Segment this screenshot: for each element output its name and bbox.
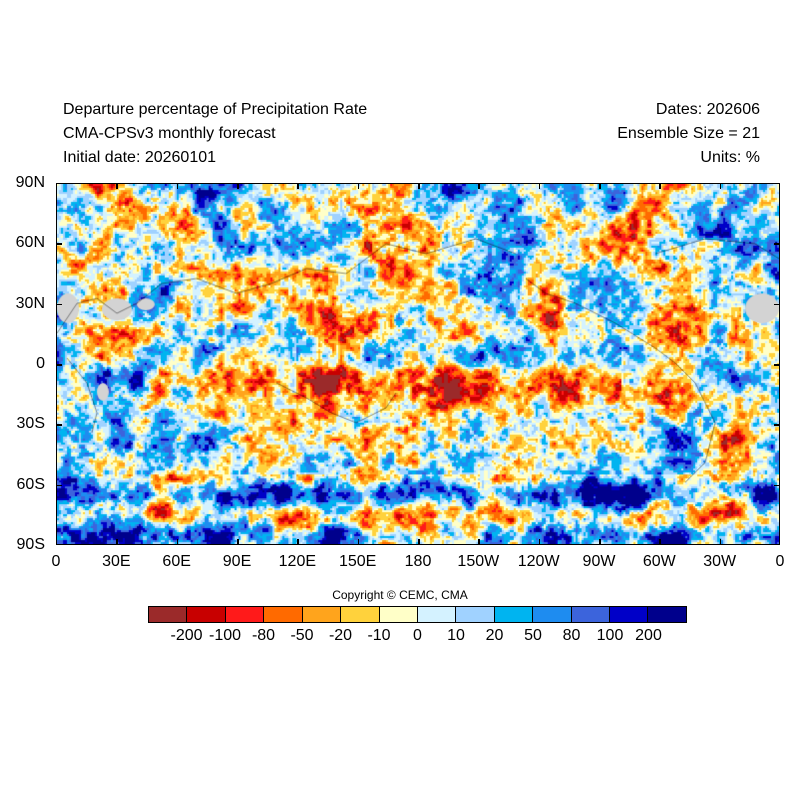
- lon-label: 150E: [338, 553, 377, 570]
- title-block-right: Dates: 202606 Ensemble Size = 21 Units: …: [617, 98, 760, 170]
- map-title: Departure percentage of Precipitation Ra…: [63, 101, 368, 118]
- lat-label: 30N: [15, 294, 45, 312]
- ensemble-size: Ensemble Size = 21: [617, 125, 760, 142]
- colorbar-swatch: [225, 607, 265, 622]
- lon-label: 60W: [642, 553, 676, 570]
- colorbar-swatch: [417, 607, 457, 622]
- lon-label: 180: [404, 553, 432, 570]
- lat-tick: [56, 243, 62, 245]
- model-name: CMA-CPSv3 monthly forecast: [63, 125, 276, 142]
- lat-label: 60N: [15, 234, 45, 252]
- lon-tick: [237, 539, 239, 545]
- lon-tick: [538, 539, 541, 545]
- lon-tick: [237, 183, 239, 189]
- lon-label: 0: [775, 553, 785, 570]
- lat-label: 0: [36, 355, 45, 372]
- colorbar-swatch: [264, 607, 303, 622]
- colorbar-label: -200: [170, 627, 203, 644]
- lon-tick: [116, 183, 118, 189]
- lon-tick: [599, 539, 601, 545]
- lat-label: 90S: [16, 536, 45, 553]
- lon-tick: [478, 539, 480, 545]
- lon-label: 0: [51, 553, 61, 570]
- lat-tick: [774, 424, 780, 426]
- title-block-left: Departure percentage of Precipitation Ra…: [63, 98, 367, 170]
- lon-label: 90W: [582, 553, 616, 570]
- colorbar-label: 200: [635, 627, 662, 644]
- lon-tick: [297, 183, 299, 189]
- colorbar-swatch: [456, 607, 495, 622]
- colorbar-label: 20: [485, 627, 504, 644]
- lon-tick: [357, 539, 360, 545]
- colorbar-swatch: [187, 607, 226, 622]
- lon-label: 120W: [517, 553, 560, 570]
- colorbar-label: -100: [208, 627, 242, 644]
- units-label: Units: %: [700, 149, 760, 166]
- lon-tick: [297, 539, 299, 545]
- lon-tick: [478, 183, 480, 189]
- colorbar-label: -80: [251, 627, 276, 644]
- lat-tick: [56, 303, 62, 306]
- lon-label: 30W: [703, 553, 737, 570]
- lon-label: 150W: [457, 553, 500, 570]
- lon-tick: [357, 183, 360, 189]
- colorbar-swatch: [571, 607, 611, 622]
- lon-tick: [418, 539, 420, 545]
- colorbar-swatch: [494, 607, 534, 622]
- colorbar-label: 0: [413, 627, 422, 644]
- lat-tick: [774, 364, 780, 366]
- lat-label: 60S: [16, 475, 45, 493]
- lat-tick: [774, 303, 780, 306]
- colorbar-swatch: [610, 607, 649, 622]
- lon-tick: [176, 539, 179, 545]
- lon-tick: [538, 183, 541, 189]
- lat-tick: [774, 484, 780, 487]
- lon-label: 90E: [222, 553, 252, 570]
- lat-tick: [56, 484, 62, 487]
- lat-label: 30S: [16, 415, 45, 433]
- colorbar-label: -10: [367, 627, 391, 644]
- lon-tick: [659, 539, 661, 545]
- lat-label: 90N: [15, 174, 45, 191]
- colorbar: [148, 606, 687, 623]
- map-panel: [56, 183, 780, 545]
- lon-label: 60E: [162, 553, 191, 570]
- colorbar-label: 100: [596, 627, 624, 644]
- colorbar-swatch: [149, 607, 188, 622]
- lon-tick: [659, 183, 661, 189]
- lat-tick: [774, 243, 780, 245]
- lon-tick: [418, 183, 420, 189]
- colorbar-swatch: [648, 607, 686, 622]
- forecast-dates: Dates: 202606: [655, 101, 760, 118]
- colorbar-label: 10: [447, 627, 465, 644]
- colorbar-label: -20: [328, 627, 353, 644]
- lon-label: 30E: [102, 553, 131, 570]
- lon-tick: [116, 539, 118, 545]
- initial-date: Initial date: 20260101: [63, 149, 217, 166]
- copyright-notice: Copyright © CEMC, CMA: [332, 588, 468, 602]
- precipitation-anomaly-field: [57, 184, 779, 544]
- colorbar-label: 80: [562, 627, 581, 644]
- colorbar-swatch: [302, 607, 342, 622]
- lon-tick: [719, 183, 722, 189]
- colorbar-label: 50: [524, 627, 542, 644]
- lon-tick: [599, 183, 601, 189]
- colorbar-swatch: [341, 607, 380, 622]
- lat-tick: [56, 424, 62, 426]
- lon-tick: [719, 539, 722, 545]
- colorbar-swatch: [379, 607, 418, 622]
- lat-tick: [56, 364, 62, 366]
- lon-label: 120E: [278, 553, 317, 570]
- colorbar-label: -50: [290, 627, 314, 644]
- lon-tick: [176, 183, 179, 189]
- colorbar-swatch: [533, 607, 572, 622]
